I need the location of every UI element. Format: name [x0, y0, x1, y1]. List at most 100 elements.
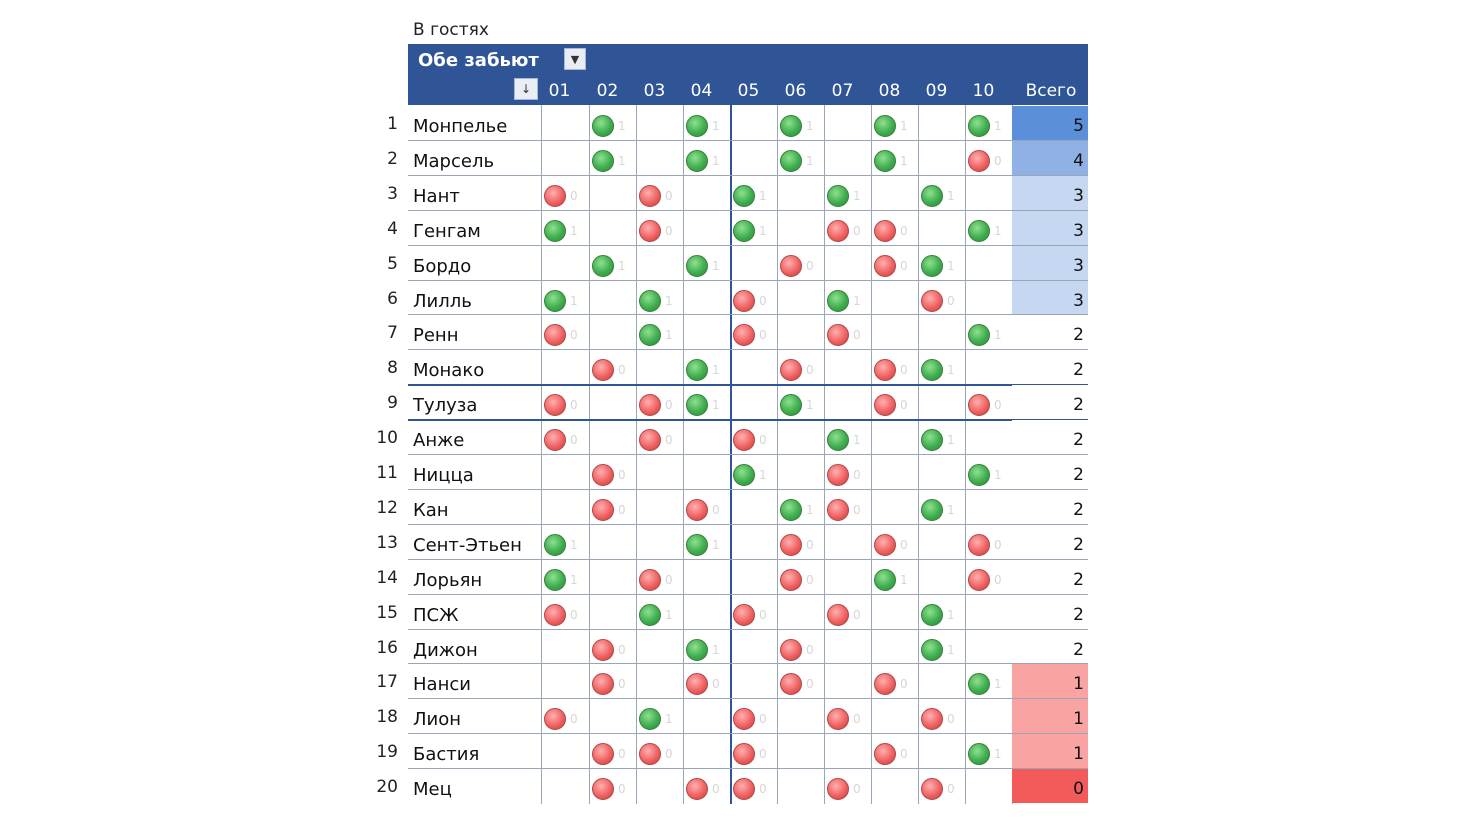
team-name[interactable]: Ницца — [413, 465, 474, 486]
total-cell[interactable]: 2 — [1012, 524, 1088, 560]
both-scored-icon[interactable] — [921, 638, 943, 661]
not-both-scored-icon[interactable] — [780, 359, 802, 382]
both-scored-icon[interactable] — [639, 289, 661, 312]
total-cell[interactable]: 2 — [1012, 559, 1088, 595]
not-both-scored-icon[interactable] — [544, 394, 566, 417]
not-both-scored-icon[interactable] — [639, 184, 661, 207]
column-header-04[interactable]: 04 — [690, 81, 713, 101]
both-scored-icon[interactable] — [968, 743, 990, 766]
both-scored-icon[interactable] — [921, 184, 943, 207]
not-both-scored-icon[interactable] — [874, 219, 896, 242]
team-name[interactable]: Дижон — [413, 639, 478, 661]
total-cell[interactable]: 3 — [1012, 280, 1088, 315]
not-both-scored-icon[interactable] — [639, 429, 661, 452]
not-both-scored-icon[interactable] — [921, 708, 943, 731]
not-both-scored-icon[interactable] — [592, 359, 614, 382]
both-scored-icon[interactable] — [827, 429, 849, 452]
total-cell[interactable]: 2 — [1012, 315, 1088, 350]
total-cell[interactable]: 1 — [1012, 699, 1088, 734]
both-scored-icon[interactable] — [592, 149, 614, 172]
both-scored-icon[interactable] — [686, 394, 708, 417]
not-both-scored-icon[interactable] — [874, 359, 896, 382]
not-both-scored-icon[interactable] — [733, 603, 755, 626]
not-both-scored-icon[interactable] — [639, 568, 661, 591]
team-name[interactable]: Генгам — [413, 220, 481, 242]
both-scored-icon[interactable] — [639, 708, 661, 731]
both-scored-icon[interactable] — [874, 568, 896, 591]
not-both-scored-icon[interactable] — [827, 498, 849, 521]
not-both-scored-icon[interactable] — [780, 638, 802, 661]
both-scored-icon[interactable] — [733, 184, 755, 207]
team-name[interactable]: Сент-Этьен — [413, 534, 522, 556]
total-cell[interactable]: 2 — [1012, 594, 1088, 629]
both-scored-icon[interactable] — [686, 638, 708, 661]
both-scored-icon[interactable] — [780, 498, 802, 521]
sort-button[interactable]: ↓ — [514, 78, 538, 100]
both-scored-icon[interactable] — [827, 184, 849, 207]
team-name[interactable]: ПСЖ — [413, 604, 459, 626]
not-both-scored-icon[interactable] — [639, 743, 661, 766]
not-both-scored-icon[interactable] — [733, 324, 755, 347]
not-both-scored-icon[interactable] — [686, 673, 708, 696]
both-scored-icon[interactable] — [733, 464, 755, 486]
column-header-01[interactable]: 01 — [548, 81, 571, 101]
not-both-scored-icon[interactable] — [733, 708, 755, 731]
not-both-scored-icon[interactable] — [874, 743, 896, 766]
not-both-scored-icon[interactable] — [733, 429, 755, 452]
team-name[interactable]: Нанси — [413, 674, 471, 696]
both-scored-icon[interactable] — [921, 359, 943, 382]
total-cell[interactable]: 3 — [1012, 175, 1088, 211]
both-scored-icon[interactable] — [544, 289, 566, 312]
not-both-scored-icon[interactable] — [968, 149, 990, 172]
not-both-scored-icon[interactable] — [921, 289, 943, 312]
column-header-06[interactable]: 06 — [784, 81, 807, 101]
both-scored-icon[interactable] — [733, 219, 755, 242]
not-both-scored-icon[interactable] — [686, 498, 708, 521]
both-scored-icon[interactable] — [544, 219, 566, 242]
not-both-scored-icon[interactable] — [733, 743, 755, 766]
not-both-scored-icon[interactable] — [827, 708, 849, 731]
both-scored-icon[interactable] — [968, 324, 990, 347]
both-scored-icon[interactable] — [921, 254, 943, 277]
not-both-scored-icon[interactable] — [874, 533, 896, 556]
not-both-scored-icon[interactable] — [592, 743, 614, 766]
not-both-scored-icon[interactable] — [592, 464, 614, 486]
not-both-scored-icon[interactable] — [780, 673, 802, 696]
column-header-05[interactable]: 05 — [737, 81, 760, 101]
team-name[interactable]: Анже — [413, 430, 465, 452]
total-cell[interactable]: 2 — [1012, 350, 1088, 385]
not-both-scored-icon[interactable] — [544, 708, 566, 731]
total-cell[interactable]: 2 — [1012, 629, 1088, 664]
not-both-scored-icon[interactable] — [780, 254, 802, 277]
total-cell[interactable]: 3 — [1012, 245, 1088, 280]
not-both-scored-icon[interactable] — [968, 533, 990, 556]
not-both-scored-icon[interactable] — [592, 498, 614, 521]
not-both-scored-icon[interactable] — [827, 603, 849, 626]
not-both-scored-icon[interactable] — [592, 673, 614, 696]
column-header-07[interactable]: 07 — [831, 81, 854, 101]
both-scored-icon[interactable] — [921, 603, 943, 626]
both-scored-icon[interactable] — [686, 254, 708, 277]
not-both-scored-icon[interactable] — [544, 324, 566, 347]
not-both-scored-icon[interactable] — [544, 429, 566, 452]
team-name[interactable]: Лилль — [413, 290, 472, 312]
team-name[interactable]: Монпелье — [413, 116, 508, 137]
total-cell[interactable]: 4 — [1012, 140, 1088, 176]
not-both-scored-icon[interactable] — [874, 673, 896, 696]
not-both-scored-icon[interactable] — [874, 254, 896, 277]
column-header-02[interactable]: 02 — [596, 81, 619, 101]
team-name[interactable]: Бастия — [413, 744, 480, 766]
column-header-10[interactable]: 10 — [972, 81, 995, 101]
team-name[interactable]: Марсель — [413, 150, 495, 172]
both-scored-icon[interactable] — [968, 219, 990, 242]
both-scored-icon[interactable] — [639, 324, 661, 347]
not-both-scored-icon[interactable] — [827, 778, 849, 801]
both-scored-icon[interactable] — [827, 289, 849, 312]
total-cell[interactable]: 1 — [1012, 734, 1088, 769]
team-name[interactable]: Монако — [413, 360, 485, 382]
total-cell[interactable]: 2 — [1012, 385, 1088, 420]
both-scored-icon[interactable] — [592, 115, 614, 137]
both-scored-icon[interactable] — [686, 533, 708, 556]
total-cell[interactable]: 5 — [1012, 106, 1088, 141]
both-scored-icon[interactable] — [544, 533, 566, 556]
